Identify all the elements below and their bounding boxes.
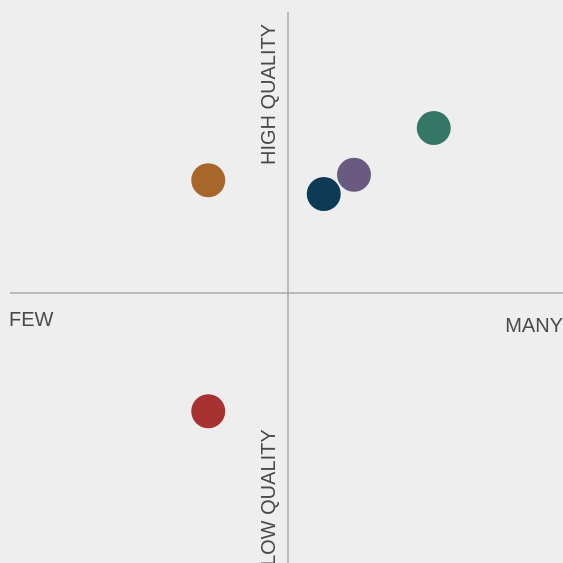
x-label-low: FEW: [9, 309, 54, 331]
y-label-high: HIGH QUALITY: [258, 24, 280, 165]
point: [337, 157, 371, 192]
point: [191, 394, 226, 429]
x-label-high: MANY: [505, 315, 563, 337]
point: [306, 177, 341, 211]
point: [191, 163, 226, 198]
point: [416, 111, 451, 145]
y-label-low: LOW QUALITY: [258, 429, 280, 563]
